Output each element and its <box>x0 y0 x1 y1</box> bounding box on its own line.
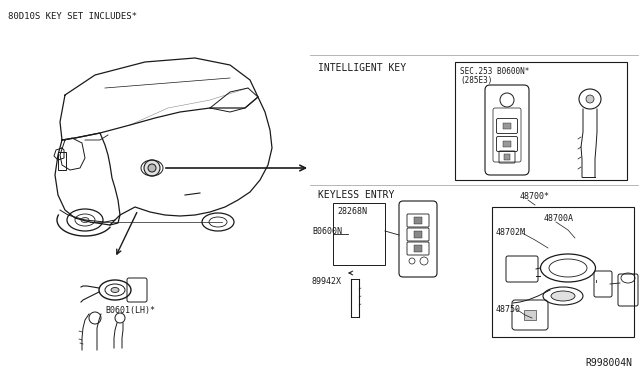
Text: 89942X: 89942X <box>312 277 342 286</box>
Bar <box>414 245 422 252</box>
Text: 48702M: 48702M <box>496 228 526 237</box>
Text: 48750: 48750 <box>496 305 521 314</box>
Bar <box>58 152 66 170</box>
Text: B0601(LH)*: B0601(LH)* <box>105 306 155 315</box>
Bar <box>492 207 634 337</box>
Text: R998004N: R998004N <box>585 358 632 368</box>
Bar <box>414 231 422 238</box>
Text: (285E3): (285E3) <box>460 76 492 85</box>
Text: 80D10S KEY SET INCLUDES*: 80D10S KEY SET INCLUDES* <box>8 12 137 21</box>
Bar <box>504 154 510 160</box>
Bar <box>503 141 511 147</box>
Ellipse shape <box>551 291 575 301</box>
Text: INTELLIGENT KEY: INTELLIGENT KEY <box>318 63 406 73</box>
Text: 28268N: 28268N <box>337 207 367 216</box>
Ellipse shape <box>81 218 89 222</box>
Text: B0600N: B0600N <box>312 228 342 237</box>
Bar <box>455 62 627 180</box>
Text: KEYLESS ENTRY: KEYLESS ENTRY <box>318 190 394 200</box>
Circle shape <box>144 160 160 176</box>
Text: 48700A: 48700A <box>544 214 574 223</box>
Bar <box>524 310 536 320</box>
Text: 48700*: 48700* <box>520 192 550 201</box>
Bar <box>414 217 422 224</box>
Bar <box>503 123 511 129</box>
Text: SEC.253 B0600N*: SEC.253 B0600N* <box>460 67 529 76</box>
Circle shape <box>586 95 594 103</box>
Circle shape <box>148 164 156 172</box>
Bar <box>333 203 385 265</box>
Ellipse shape <box>111 288 119 292</box>
